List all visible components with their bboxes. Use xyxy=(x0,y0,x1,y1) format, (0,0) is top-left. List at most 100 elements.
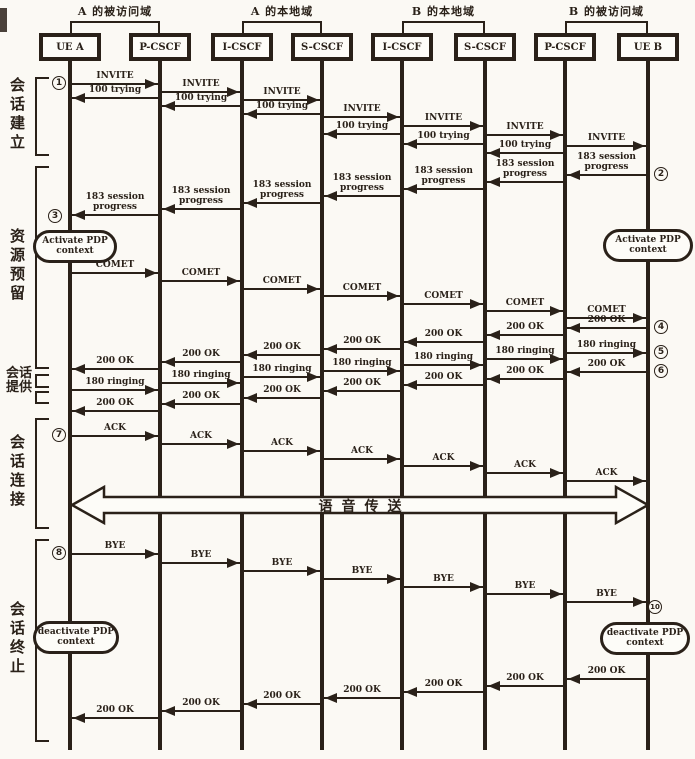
message-label: INVITE xyxy=(263,87,301,97)
domain-bracket xyxy=(242,21,322,33)
message-label: 100 trying xyxy=(174,93,228,103)
domain-bracket xyxy=(565,21,648,33)
message-label: 200 OK xyxy=(587,666,626,676)
arrowhead-icon xyxy=(245,109,257,119)
circled-number: 7 xyxy=(52,428,66,442)
node-label: I-CSCF xyxy=(382,41,422,53)
message-line xyxy=(72,97,158,99)
message-line xyxy=(72,410,158,412)
message-label: 100 trying xyxy=(335,121,389,131)
message-line xyxy=(324,116,400,118)
message-line xyxy=(324,370,400,372)
message-label: INVITE xyxy=(96,71,134,81)
message-line xyxy=(567,327,646,329)
domain-label: A 的本地域 xyxy=(250,5,314,18)
voice-arrow-label: 语音传送 xyxy=(318,499,411,515)
message-label: 200 OK xyxy=(263,342,301,352)
circled-number: 6 xyxy=(654,364,668,378)
message-label-line: 183 session xyxy=(171,186,231,196)
node-box: UE A xyxy=(39,33,101,61)
pdp-oval-label-line: context xyxy=(626,638,664,648)
arrowhead-icon xyxy=(405,380,417,390)
message-label: 200 OK xyxy=(424,372,463,382)
message-label: 180 ringing xyxy=(495,346,555,356)
arrowhead-icon xyxy=(550,130,562,140)
message-label: 183 session progress xyxy=(242,180,322,200)
arrowhead-icon xyxy=(163,204,175,214)
pdp-oval: deactivate PDP context xyxy=(600,621,690,655)
message-label: 100 trying xyxy=(255,101,309,111)
arrowhead-icon xyxy=(307,372,319,382)
message-line xyxy=(487,310,563,312)
message-line xyxy=(404,188,483,190)
arrowhead-icon xyxy=(550,589,562,599)
message-label-line: 183 session xyxy=(414,166,473,176)
lifeline xyxy=(646,58,650,750)
arrowhead-icon xyxy=(470,582,482,592)
message-label: BYE xyxy=(596,589,617,599)
message-label: 200 OK xyxy=(343,336,381,346)
arrowhead-icon xyxy=(387,366,399,376)
arrowhead-icon xyxy=(307,566,319,576)
message-label-line: progress xyxy=(503,169,547,179)
pdp-oval-label-line: deactivate PDP xyxy=(606,628,684,638)
message-line xyxy=(487,378,563,380)
pdp-oval-label-line: Activate PDP xyxy=(42,236,108,246)
message-label: ACK xyxy=(190,431,212,441)
arrowhead-icon xyxy=(488,148,500,158)
message-label: 200 OK xyxy=(506,322,544,332)
voice-arrow xyxy=(70,483,650,527)
circled-number: 10 xyxy=(648,600,662,614)
arrowhead-icon xyxy=(325,386,337,396)
pdp-oval-label-line: context xyxy=(56,246,94,256)
node-box: S-CSCF xyxy=(454,33,516,61)
message-label-line: 183 session xyxy=(577,152,636,162)
message-label: 180 ringing xyxy=(576,340,637,350)
message-line xyxy=(324,295,400,297)
arrowhead-icon xyxy=(163,101,175,111)
phase-bracket xyxy=(35,418,49,529)
lifeline xyxy=(68,58,72,750)
message-line xyxy=(567,480,646,482)
message-label: 183 session progress xyxy=(70,192,160,212)
message-line xyxy=(72,272,158,274)
arrowhead-icon xyxy=(325,191,337,201)
message-line xyxy=(487,472,563,474)
message-label: 200 OK xyxy=(506,673,544,683)
arrowhead-icon xyxy=(227,558,239,568)
message-line xyxy=(404,125,483,127)
message-line xyxy=(567,678,646,680)
pdp-oval-label-line: context xyxy=(57,637,95,647)
message-line xyxy=(244,113,320,115)
arrowhead-icon xyxy=(73,406,85,416)
message-label: 200 OK xyxy=(343,685,381,695)
message-label: 200 OK xyxy=(96,398,134,408)
message-label: 100 trying xyxy=(417,131,470,141)
message-label: COMET xyxy=(424,291,463,301)
lifeline xyxy=(320,58,324,750)
arrowhead-icon xyxy=(227,276,239,286)
message-line xyxy=(244,397,320,399)
message-label: 200 OK xyxy=(587,315,626,325)
message-label: 183 session progress xyxy=(160,186,242,206)
message-line xyxy=(244,288,320,290)
phase-label: 会话建立 xyxy=(8,76,26,153)
message-line xyxy=(244,570,320,572)
message-label: 180 ringing xyxy=(332,358,392,368)
message-label: ACK xyxy=(271,438,293,448)
arrowhead-icon xyxy=(405,184,417,194)
phase-bracket xyxy=(35,374,49,388)
node-label: S-CSCF xyxy=(301,41,343,53)
pdp-oval-label-line: deactivate PDP xyxy=(37,627,115,637)
phase-bracket xyxy=(35,391,49,404)
phase-label: 会话提供 xyxy=(5,366,32,395)
message-line xyxy=(324,133,400,135)
domain-label: B 的被访问域 xyxy=(568,5,645,18)
phase-label: 会话连接 xyxy=(8,433,26,510)
message-label: 183 session progress xyxy=(402,166,485,186)
node-box: P-CSCF xyxy=(129,33,191,61)
message-label: ACK xyxy=(432,453,455,463)
node-box: UE B xyxy=(617,33,679,61)
pdp-oval: Activate PDP context xyxy=(603,228,693,262)
message-label: COMET xyxy=(181,268,221,278)
